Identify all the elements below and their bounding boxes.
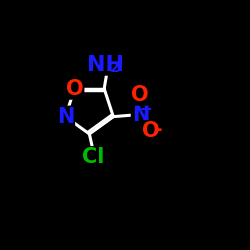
- Text: N: N: [132, 105, 149, 125]
- Text: Cl: Cl: [82, 147, 104, 167]
- Text: O: O: [131, 84, 148, 104]
- Text: 2: 2: [110, 60, 120, 74]
- Text: NH: NH: [87, 54, 124, 74]
- Text: O: O: [142, 121, 160, 141]
- Text: -: -: [154, 120, 163, 140]
- Text: N: N: [57, 107, 74, 127]
- Text: +: +: [140, 102, 152, 117]
- Text: O: O: [66, 79, 84, 99]
